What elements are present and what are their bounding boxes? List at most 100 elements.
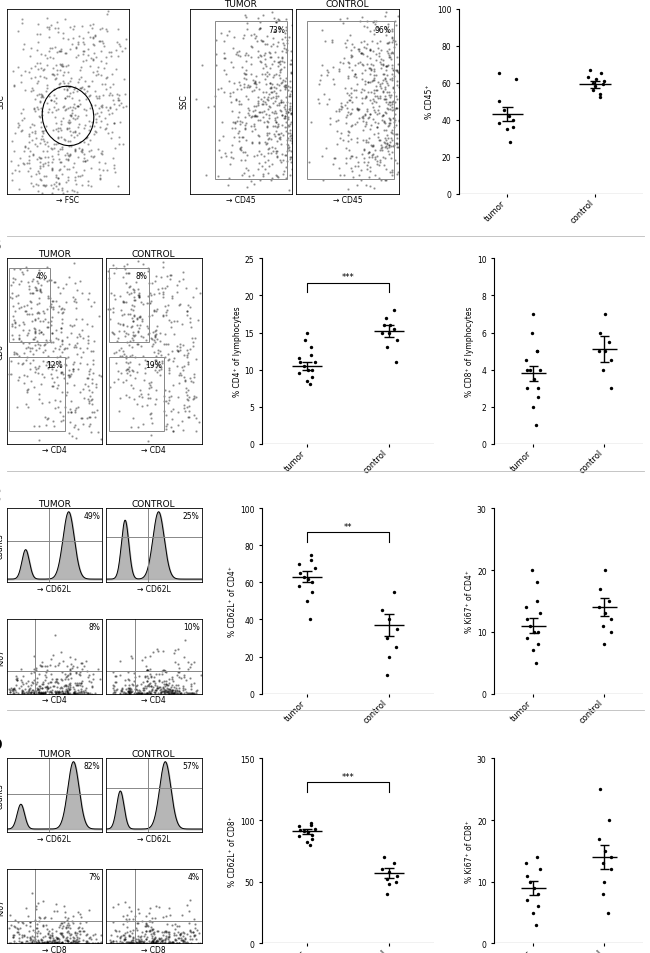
Point [80, 376, 90, 392]
Point [275, 132, 285, 148]
Point [25, 931, 36, 946]
Point [25, 286, 36, 301]
Point [380, 141, 390, 156]
Point [178, 363, 188, 378]
Point [155, 362, 166, 377]
Point [84, 902, 94, 918]
Point [84, 18, 95, 33]
Point [122, 285, 133, 300]
Point [34, 341, 44, 356]
Point [70, 417, 80, 433]
Point [44, 355, 55, 371]
Point [68, 929, 78, 944]
Point [63, 152, 73, 167]
Point [274, 55, 284, 71]
Point [144, 376, 154, 392]
Point [329, 77, 339, 92]
Point [65, 80, 75, 95]
Point [585, 63, 595, 78]
Point [34, 935, 44, 950]
Point [57, 140, 68, 155]
Point [79, 152, 89, 167]
Point [5, 684, 15, 700]
Point [294, 355, 305, 371]
Point [29, 661, 39, 677]
Point [227, 115, 238, 131]
Point [13, 288, 23, 303]
Point [170, 922, 181, 937]
Point [128, 678, 138, 693]
Point [18, 265, 28, 280]
Point [153, 667, 164, 682]
Point [60, 149, 70, 164]
Point [4, 920, 14, 935]
Point [77, 35, 88, 51]
Point [235, 97, 246, 112]
Point [274, 131, 285, 146]
Point [185, 686, 195, 701]
Point [600, 563, 610, 578]
Point [276, 109, 287, 124]
Point [79, 37, 90, 52]
Point [27, 935, 38, 950]
Point [30, 686, 40, 701]
Point [135, 338, 146, 354]
Point [148, 934, 158, 949]
Point [43, 927, 53, 943]
Point [380, 311, 391, 326]
Point [347, 95, 358, 111]
Point [166, 269, 176, 284]
Point [143, 663, 153, 679]
Point [380, 80, 390, 95]
Point [70, 924, 81, 940]
Point [43, 681, 53, 697]
Point [385, 116, 395, 132]
Point [58, 686, 69, 701]
Point [389, 85, 400, 100]
Point [66, 936, 76, 951]
Point [120, 925, 130, 941]
Point [103, 46, 114, 61]
Point [47, 379, 58, 395]
Point [153, 282, 164, 297]
Point [148, 679, 159, 695]
Point [226, 55, 236, 71]
Point [27, 286, 38, 301]
Point [81, 680, 91, 696]
Point [57, 336, 67, 352]
Point [274, 71, 285, 87]
Point [275, 64, 285, 79]
Point [135, 929, 145, 944]
Point [122, 924, 132, 940]
Point [384, 877, 394, 892]
Point [122, 307, 133, 322]
Point [379, 135, 389, 151]
Point [56, 686, 66, 701]
Point [72, 347, 83, 362]
Point [535, 606, 545, 621]
Point [367, 139, 377, 154]
Point [83, 335, 93, 351]
Point [55, 121, 65, 136]
Point [243, 48, 254, 63]
Point [268, 107, 279, 122]
Point [145, 391, 155, 406]
Point [173, 405, 183, 420]
Point [55, 162, 65, 177]
Point [339, 169, 349, 184]
Point [23, 322, 34, 337]
Point [393, 80, 404, 95]
Point [130, 371, 140, 386]
Point [234, 75, 244, 91]
Bar [9, 269, 49, 342]
Point [599, 606, 610, 621]
Point [369, 23, 379, 38]
Point [383, 132, 393, 147]
Point [378, 86, 389, 101]
Point [72, 676, 82, 691]
Point [185, 342, 195, 357]
Point [81, 933, 92, 948]
Point [387, 68, 397, 83]
Point [25, 42, 36, 57]
Point [233, 105, 244, 120]
